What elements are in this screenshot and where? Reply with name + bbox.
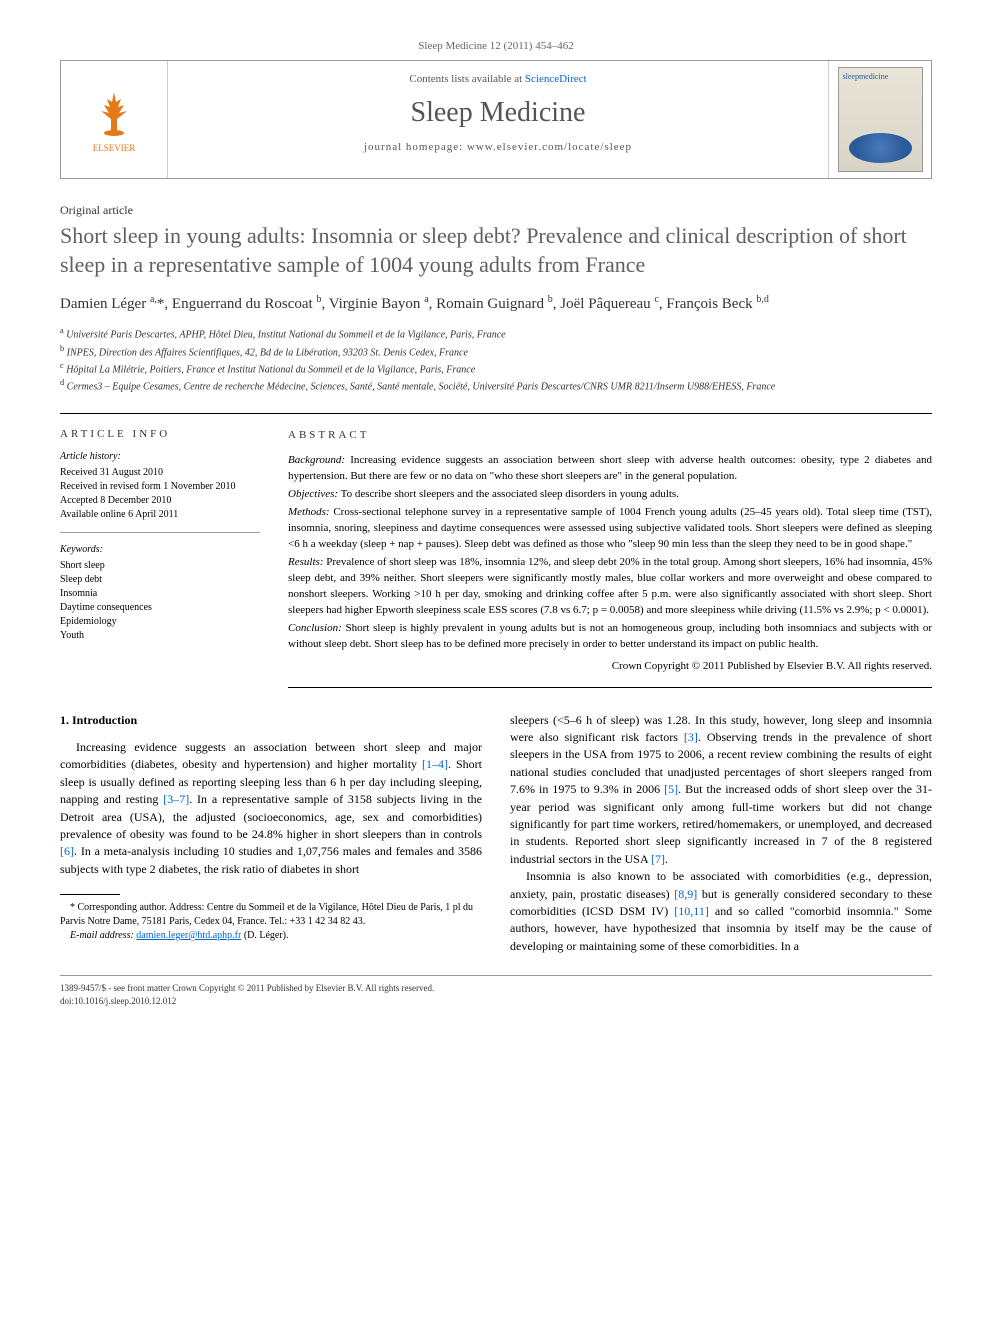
footer-doi: doi:10.1016/j.sleep.2010.12.012 <box>60 995 932 1008</box>
right-column: sleepers (<5–6 h of sleep) was 1.28. In … <box>510 712 932 955</box>
keyword: Sleep debt <box>60 573 260 587</box>
affiliation-line: b INPES, Direction des Affaires Scientif… <box>60 343 932 360</box>
affiliation-line: d Cermes3 – Equipe Cesames, Centre de re… <box>60 377 932 394</box>
corresponding-author-note: * Corresponding author. Address: Centre … <box>60 901 482 929</box>
abstract-block: ABSTRACT Background: Increasing evidence… <box>288 428 932 688</box>
publisher-name: ELSEVIER <box>89 143 139 153</box>
history-line: Available online 6 April 2011 <box>60 508 260 522</box>
homepage-line: journal homepage: www.elsevier.com/locat… <box>176 141 820 153</box>
article-type: Original article <box>60 203 932 218</box>
info-abstract-row: ARTICLE INFO Article history: Received 3… <box>60 413 932 688</box>
affiliation-line: c Hôpital La Milétrie, Poitiers, France … <box>60 360 932 377</box>
abstract-results: Results: Prevalence of short sleep was 1… <box>288 555 932 619</box>
homepage-url[interactable]: www.elsevier.com/locate/sleep <box>467 141 632 153</box>
abstract-objectives: Objectives: To describe short sleepers a… <box>288 487 932 503</box>
keyword: Epidemiology <box>60 615 260 629</box>
elsevier-logo: ELSEVIER <box>89 87 139 153</box>
keyword: Insomnia <box>60 587 260 601</box>
left-column: 1. Introduction Increasing evidence sugg… <box>60 712 482 955</box>
history-line: Received in revised form 1 November 2010 <box>60 480 260 494</box>
abstract-background: Background: Increasing evidence suggests… <box>288 453 932 485</box>
footnotes: * Corresponding author. Address: Centre … <box>60 901 482 943</box>
intro-paragraph-2: Insomnia is also known to be associated … <box>510 868 932 955</box>
journal-name: Sleep Medicine <box>176 97 820 129</box>
keyword: Daytime consequences <box>60 601 260 615</box>
citation-header: Sleep Medicine 12 (2011) 454–462 <box>60 40 932 52</box>
footnote-separator <box>60 894 120 895</box>
affiliations: a Université Paris Descartes, APHP, Hôte… <box>60 325 932 394</box>
intro-paragraph-1-cont: sleepers (<5–6 h of sleep) was 1.28. In … <box>510 712 932 869</box>
keyword: Youth <box>60 629 260 643</box>
contents-prefix: Contents lists available at <box>409 73 524 85</box>
history-block: Article history: Received 31 August 2010… <box>60 450 260 533</box>
abstract-conclusion: Conclusion: Short sleep is highly preval… <box>288 621 932 653</box>
abstract-heading: ABSTRACT <box>288 428 932 444</box>
keywords-block: Keywords: Short sleepSleep debtInsomniaD… <box>60 543 260 643</box>
page-footer: 1389-9457/$ - see front matter Crown Cop… <box>60 975 932 1007</box>
cover-label: sleepmedicine <box>843 72 918 81</box>
journal-cover-thumbnail: sleepmedicine <box>838 67 923 172</box>
keywords-label: Keywords: <box>60 543 260 557</box>
cover-cell: sleepmedicine <box>828 61 931 178</box>
article-info-heading: ARTICLE INFO <box>60 428 260 440</box>
history-label: Article history: <box>60 450 260 464</box>
section-1-heading: 1. Introduction <box>60 712 482 729</box>
article-info-block: ARTICLE INFO Article history: Received 3… <box>60 428 260 688</box>
author-list: Damien Léger a,*, Enguerrand du Roscoat … <box>60 293 932 315</box>
keyword: Short sleep <box>60 559 260 573</box>
corresponding-email-link[interactable]: damien.leger@htd.aphp.fr <box>136 930 241 941</box>
history-line: Accepted 8 December 2010 <box>60 494 260 508</box>
abstract-methods: Methods: Cross-sectional telephone surve… <box>288 505 932 553</box>
intro-paragraph-1: Increasing evidence suggests an associat… <box>60 739 482 878</box>
masthead-center: Contents lists available at ScienceDirec… <box>168 61 828 178</box>
homepage-prefix: journal homepage: <box>364 141 467 153</box>
masthead: ELSEVIER Contents lists available at Sci… <box>60 60 932 179</box>
body-columns: 1. Introduction Increasing evidence sugg… <box>60 712 932 955</box>
article-title: Short sleep in young adults: Insomnia or… <box>60 222 932 279</box>
email-line: E-mail address: damien.leger@htd.aphp.fr… <box>60 929 482 943</box>
contents-line: Contents lists available at ScienceDirec… <box>176 73 820 85</box>
history-line: Received 31 August 2010 <box>60 466 260 480</box>
affiliation-line: a Université Paris Descartes, APHP, Hôte… <box>60 325 932 342</box>
elsevier-tree-icon <box>89 87 139 137</box>
sciencedirect-link[interactable]: ScienceDirect <box>525 73 587 85</box>
abstract-copyright: Crown Copyright © 2011 Published by Else… <box>288 659 932 675</box>
publisher-logo-cell: ELSEVIER <box>61 61 168 178</box>
footer-line-1: 1389-9457/$ - see front matter Crown Cop… <box>60 982 932 995</box>
page-container: Sleep Medicine 12 (2011) 454–462 ELSEVIE… <box>0 0 992 1047</box>
